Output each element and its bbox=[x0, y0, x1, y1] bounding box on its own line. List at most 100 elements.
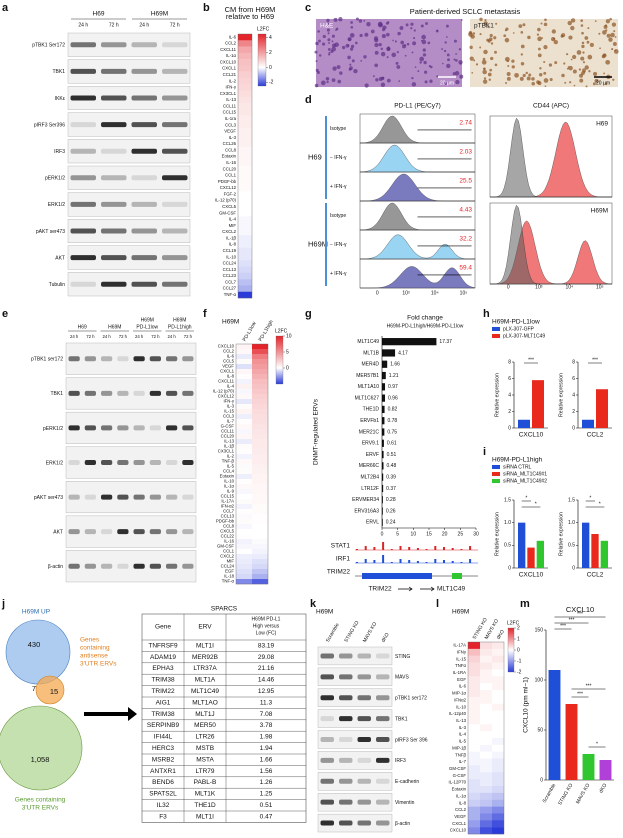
blot-band bbox=[101, 95, 127, 101]
tissue-texture bbox=[458, 48, 462, 51]
heatmap-cell bbox=[480, 820, 492, 828]
blot-band bbox=[162, 95, 188, 101]
heatmap-cell bbox=[236, 524, 252, 530]
blot-band bbox=[131, 175, 157, 181]
panel-letter: c bbox=[305, 2, 311, 14]
tissue-texture bbox=[417, 70, 420, 73]
value-label: 1.21 bbox=[389, 373, 399, 379]
tissue-texture bbox=[420, 24, 424, 28]
heatmap-cell bbox=[252, 354, 268, 360]
track-signal bbox=[408, 560, 411, 563]
tissue-texture bbox=[569, 81, 572, 84]
cell-line-label: H69M bbox=[308, 239, 328, 248]
value-label: 0.37 bbox=[386, 486, 396, 492]
x-tick-label: 20 bbox=[442, 531, 448, 537]
heatmap-cell bbox=[252, 424, 268, 430]
tissue-texture bbox=[495, 22, 498, 25]
tissue-texture bbox=[400, 40, 404, 45]
significance: *** bbox=[569, 617, 575, 623]
row-label: GM-CSF bbox=[219, 210, 236, 215]
heatmap-cell bbox=[252, 399, 268, 405]
tissue-texture bbox=[322, 34, 326, 39]
venn-set bbox=[5, 619, 71, 685]
colorbar bbox=[275, 335, 284, 385]
tissue-texture bbox=[561, 33, 566, 38]
heatmap-cell bbox=[238, 291, 252, 299]
row-label: CCL11 bbox=[223, 103, 237, 108]
blot-band bbox=[162, 201, 188, 207]
blot-band bbox=[166, 529, 178, 535]
tissue-texture bbox=[337, 79, 342, 84]
heatmap-cell bbox=[252, 449, 268, 455]
blot-band bbox=[162, 255, 188, 261]
tissue-texture bbox=[459, 62, 462, 65]
bar bbox=[382, 371, 386, 380]
tissue-texture bbox=[566, 67, 569, 70]
row-label: G-CSF bbox=[221, 424, 235, 429]
blot-band bbox=[149, 529, 161, 535]
blot-band bbox=[162, 68, 188, 74]
bar bbox=[382, 439, 384, 447]
heatmap-cell bbox=[238, 254, 252, 261]
blot-band bbox=[339, 820, 353, 826]
track-label: IRF1 bbox=[336, 556, 350, 563]
table-cell: LTR37A bbox=[193, 665, 217, 672]
tissue-texture bbox=[444, 41, 447, 44]
row-label: CCL8 bbox=[223, 524, 235, 529]
blot-band bbox=[376, 737, 390, 742]
tissue-texture bbox=[543, 78, 549, 83]
blot-band bbox=[101, 148, 127, 154]
blot-label: MAVS bbox=[395, 675, 409, 681]
table-cell: 11.3 bbox=[260, 699, 273, 706]
row-label: IFN-γ bbox=[225, 85, 236, 90]
row-label: CCL3 bbox=[225, 122, 237, 127]
tissue-texture bbox=[396, 51, 399, 54]
group-label: H69M bbox=[222, 319, 239, 326]
heatmap-cell bbox=[492, 751, 504, 759]
tissue-texture bbox=[553, 37, 556, 40]
blot-band bbox=[182, 460, 194, 465]
gene-model bbox=[362, 573, 432, 579]
heatmap-cell bbox=[252, 364, 268, 370]
y-tick-label: ERV9.1 bbox=[362, 441, 379, 447]
heatmap-cell bbox=[252, 524, 268, 530]
histogram bbox=[359, 202, 475, 231]
tissue-texture bbox=[327, 38, 331, 42]
legend-swatch bbox=[492, 327, 500, 331]
bar bbox=[382, 484, 384, 493]
tissue-texture bbox=[567, 20, 572, 26]
table-header: Gene bbox=[155, 624, 171, 631]
table-cell: 1.94 bbox=[260, 745, 273, 752]
heatmap-cell bbox=[468, 738, 480, 746]
blot-band bbox=[84, 460, 96, 465]
row-label: IL-16 bbox=[226, 160, 236, 165]
tissue-texture bbox=[453, 39, 457, 43]
heatmap-cell bbox=[238, 285, 252, 292]
row-label: IL-6 bbox=[227, 354, 235, 359]
heatmap-cell bbox=[492, 676, 504, 684]
row-label: IL-12 (p70) bbox=[213, 389, 235, 394]
blot-band bbox=[376, 757, 390, 763]
value-label: 4.17 bbox=[398, 350, 408, 356]
heatmap-cell bbox=[236, 534, 252, 540]
heatmap-cell bbox=[236, 454, 252, 460]
heatmap-cell bbox=[492, 662, 504, 670]
gene-arrow bbox=[398, 586, 413, 592]
heatmap-cell bbox=[236, 544, 252, 550]
blot-band bbox=[357, 799, 371, 805]
tissue-texture bbox=[404, 54, 407, 57]
heatmap-cell bbox=[238, 52, 252, 60]
table-cell: 0.47 bbox=[260, 813, 273, 820]
value-label: 0.82 bbox=[388, 407, 398, 413]
table-cell: LTR26 bbox=[195, 734, 214, 741]
track-signal bbox=[373, 560, 376, 563]
value-label: 0.39 bbox=[386, 475, 396, 481]
row-label: CCL4 bbox=[223, 469, 235, 474]
tissue-texture bbox=[380, 51, 386, 57]
x-tick-label: 10³ bbox=[535, 284, 543, 290]
tissue-texture bbox=[503, 34, 507, 38]
row-label: IL-2 bbox=[229, 78, 237, 83]
y-tick-label: 2 bbox=[572, 409, 575, 415]
y-tick-label: 8 bbox=[508, 359, 511, 365]
y-tick-label: MLT1C49 bbox=[357, 339, 379, 345]
